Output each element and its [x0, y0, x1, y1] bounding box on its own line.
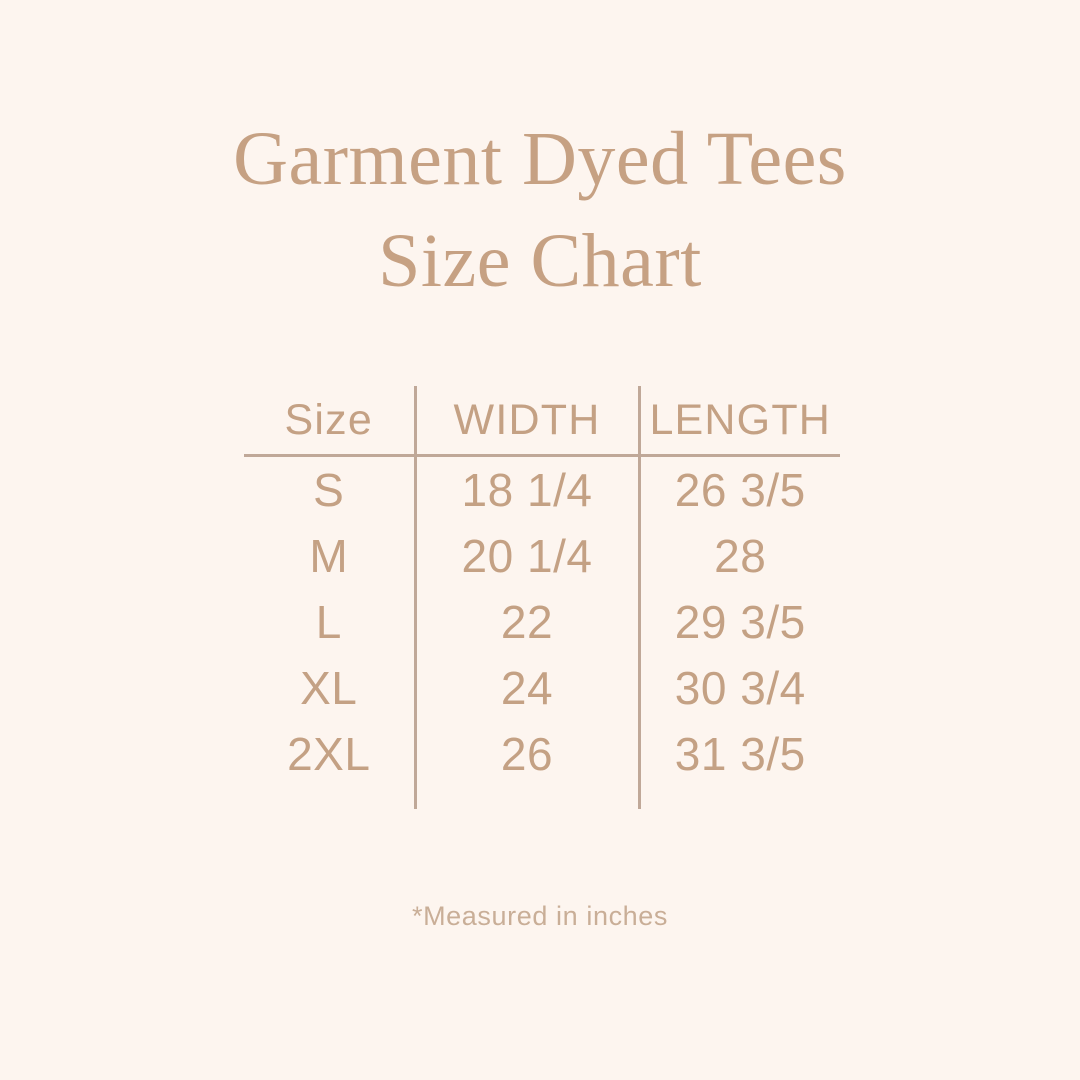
cell-size: L [244, 589, 417, 655]
table-row: 2XL 26 31 3/5 [244, 721, 840, 787]
page-title: Garment Dyed Tees Size Chart [0, 108, 1080, 312]
table-row: S 18 1/4 26 3/5 [244, 455, 840, 523]
table-row: L 22 29 3/5 [244, 589, 840, 655]
title-line-2: Size Chart [378, 219, 702, 303]
table-header-row: Size WIDTH LENGTH [244, 386, 840, 457]
cell-width: 24 [415, 655, 641, 721]
cell-size: 2XL [244, 721, 417, 787]
table-body: S 18 1/4 26 3/5 M 20 1/4 28 L 22 29 3/5 … [244, 455, 840, 809]
cell-length: 30 3/4 [674, 662, 806, 714]
rule-stub-length [639, 787, 840, 809]
cell-length: 26 3/5 [674, 464, 806, 516]
column-header-size: Size [244, 386, 417, 457]
rule-stub-size [244, 787, 417, 809]
cell-size: M [244, 523, 417, 589]
cell-width: 18 1/4 [415, 455, 641, 523]
column-header-length: LENGTH [639, 386, 840, 457]
column-header-width: WIDTH [415, 386, 641, 457]
title-line-1: Garment Dyed Tees [233, 117, 847, 201]
rule-stub-width [415, 787, 641, 809]
cell-length: 28 [714, 530, 767, 582]
measurement-note: *Measured in inches [411, 901, 669, 931]
table-row: XL 24 30 3/4 [244, 655, 840, 721]
table-header: Size WIDTH LENGTH [244, 386, 840, 457]
size-table: Size WIDTH LENGTH S 18 1/4 26 3/5 M 20 1… [244, 386, 840, 809]
cell-size: XL [244, 655, 417, 721]
cell-width: 26 [415, 721, 641, 787]
table-rule-stub [244, 787, 840, 809]
size-table-container: Size WIDTH LENGTH S 18 1/4 26 3/5 M 20 1… [244, 386, 840, 809]
cell-length: 31 3/5 [674, 728, 806, 780]
cell-size: S [244, 455, 417, 523]
cell-length: 29 3/5 [674, 596, 806, 648]
table-row: M 20 1/4 28 [244, 523, 840, 589]
cell-width: 22 [415, 589, 641, 655]
cell-width: 20 1/4 [415, 523, 641, 589]
